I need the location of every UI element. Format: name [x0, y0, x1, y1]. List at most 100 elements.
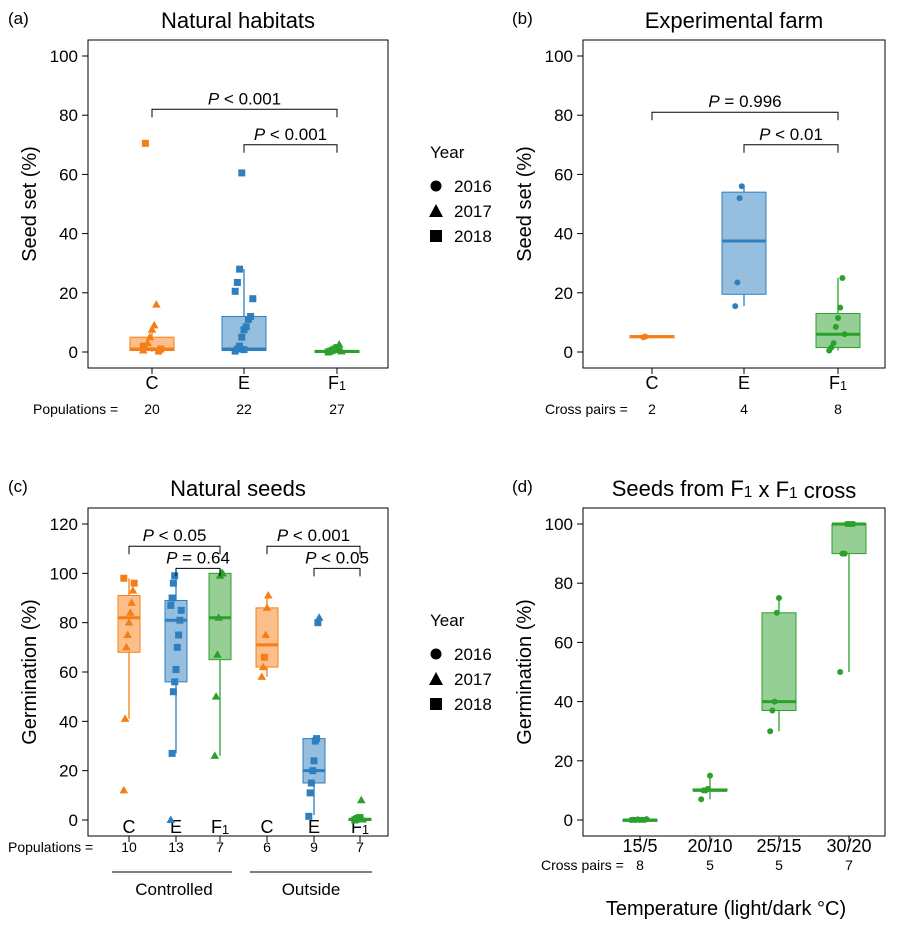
panel-label: (b): [512, 9, 533, 28]
y-tick-label: 40: [554, 693, 573, 712]
data-point: [173, 643, 181, 651]
y-axis-label: Seed set (%): [19, 146, 41, 262]
y-tick-label: 0: [564, 811, 573, 830]
chart-panel-3: (c) Natural seeds 0 20 40 60 80 100 120 Germinati…: [8, 476, 389, 899]
x-tick-label: C: [146, 373, 159, 393]
count-label: 10: [121, 839, 137, 855]
data-point: [120, 574, 128, 582]
data-point: [176, 616, 184, 624]
plot-frame: [87, 39, 389, 369]
data-point: [169, 688, 177, 696]
data-point: [145, 332, 155, 341]
y-tick-label: 60: [554, 165, 573, 184]
data-point: [236, 342, 244, 350]
data-point: [305, 812, 313, 820]
data-point: [698, 796, 705, 803]
data-point: [257, 672, 267, 680]
box-body: [815, 313, 861, 349]
data-point: [839, 275, 846, 281]
x-tick-label: C: [646, 373, 659, 393]
data-point: [314, 619, 322, 627]
significance-bracket: [128, 545, 221, 555]
count-label: 27: [329, 401, 345, 417]
data-point: [828, 344, 835, 351]
x-tick-label: C: [123, 817, 136, 837]
data-point: [139, 342, 147, 350]
p-value-label: P < 0.001: [254, 125, 327, 144]
count-label: 20: [144, 401, 160, 417]
data-point: [126, 608, 135, 616]
p-value-label: P < 0.001: [277, 526, 350, 545]
y-tick-label: 20: [554, 752, 573, 771]
data-point: [835, 314, 841, 321]
data-point: [837, 669, 844, 675]
legend-item-label: 2016: [454, 177, 492, 196]
y-tick-label: 80: [59, 106, 78, 125]
data-point: [168, 594, 176, 602]
legend-item-label: 2018: [454, 227, 492, 246]
data-point: [249, 295, 257, 303]
y-tick-label: 100: [50, 564, 78, 583]
data-point: [776, 595, 782, 601]
chart-title: Seeds from F1 x F1 cross: [612, 476, 857, 503]
data-point: [841, 550, 848, 557]
chart-panel-2: (b) Experimental farm 0 20 40 60 80 100 Seed set…: [512, 8, 886, 417]
count-prefix: Populations =: [8, 839, 93, 855]
data-point: [119, 785, 129, 794]
significance-bracket: [743, 144, 839, 153]
data-point: [643, 816, 650, 823]
chart-title: Natural seeds: [170, 476, 306, 501]
data-point: [704, 785, 711, 792]
y-tick-label: 40: [554, 225, 573, 244]
box-2: [721, 186, 767, 307]
x-axis-label: Temperature (light/dark °C): [606, 898, 846, 920]
data-point: [213, 650, 222, 658]
y-tick-label: 60: [59, 663, 78, 682]
data-point: [357, 795, 366, 804]
data-point: [149, 320, 159, 329]
x-tick-label: C: [261, 817, 274, 837]
y-tick-label: 0: [69, 811, 78, 830]
y-tick-label: 120: [50, 515, 78, 534]
y-tick-label: 80: [554, 106, 573, 125]
box-2: [164, 573, 188, 754]
significance-bracket: [151, 108, 338, 118]
chart-panel-1: (a) Natural habitats 0 20 40 60 80 100 Seed set …: [8, 8, 389, 417]
legend-marker-triangle: [429, 204, 443, 217]
y-tick-label: 0: [564, 343, 573, 362]
data-point: [832, 323, 839, 330]
chart-panel-4: (d) Seeds from F1 x F1 cross 0 20 40 60 80 100 G…: [512, 476, 886, 920]
box-3: [761, 598, 797, 732]
box-5: [302, 736, 326, 816]
data-point: [260, 653, 268, 661]
legend-marker-circle: [430, 180, 442, 192]
legend-marker-square: [430, 698, 442, 710]
data-point: [261, 630, 270, 638]
data-point: [734, 279, 741, 286]
data-point: [130, 579, 138, 587]
count-label: 9: [310, 839, 318, 855]
data-point: [123, 630, 132, 638]
count-label: 22: [236, 401, 252, 417]
x-tick-label: F1: [829, 373, 847, 393]
y-tick-label: 60: [554, 633, 573, 652]
box-body: [721, 191, 767, 295]
panel-label: (c): [8, 477, 28, 496]
p-value-label: P < 0.001: [208, 89, 281, 108]
data-point: [172, 666, 180, 674]
count-label: 5: [775, 857, 783, 873]
data-point: [169, 579, 177, 587]
box-4: [831, 522, 867, 672]
data-point: [147, 325, 157, 333]
data-point: [773, 609, 780, 616]
x-tick-label: 25/15: [756, 836, 801, 856]
data-point: [175, 631, 183, 639]
box-1: [629, 335, 675, 339]
data-point: [707, 772, 713, 779]
data-point: [236, 265, 244, 273]
significance-bracket: [175, 567, 221, 577]
panel-label: (d): [512, 477, 533, 496]
data-point: [738, 183, 745, 190]
data-point: [238, 169, 246, 177]
